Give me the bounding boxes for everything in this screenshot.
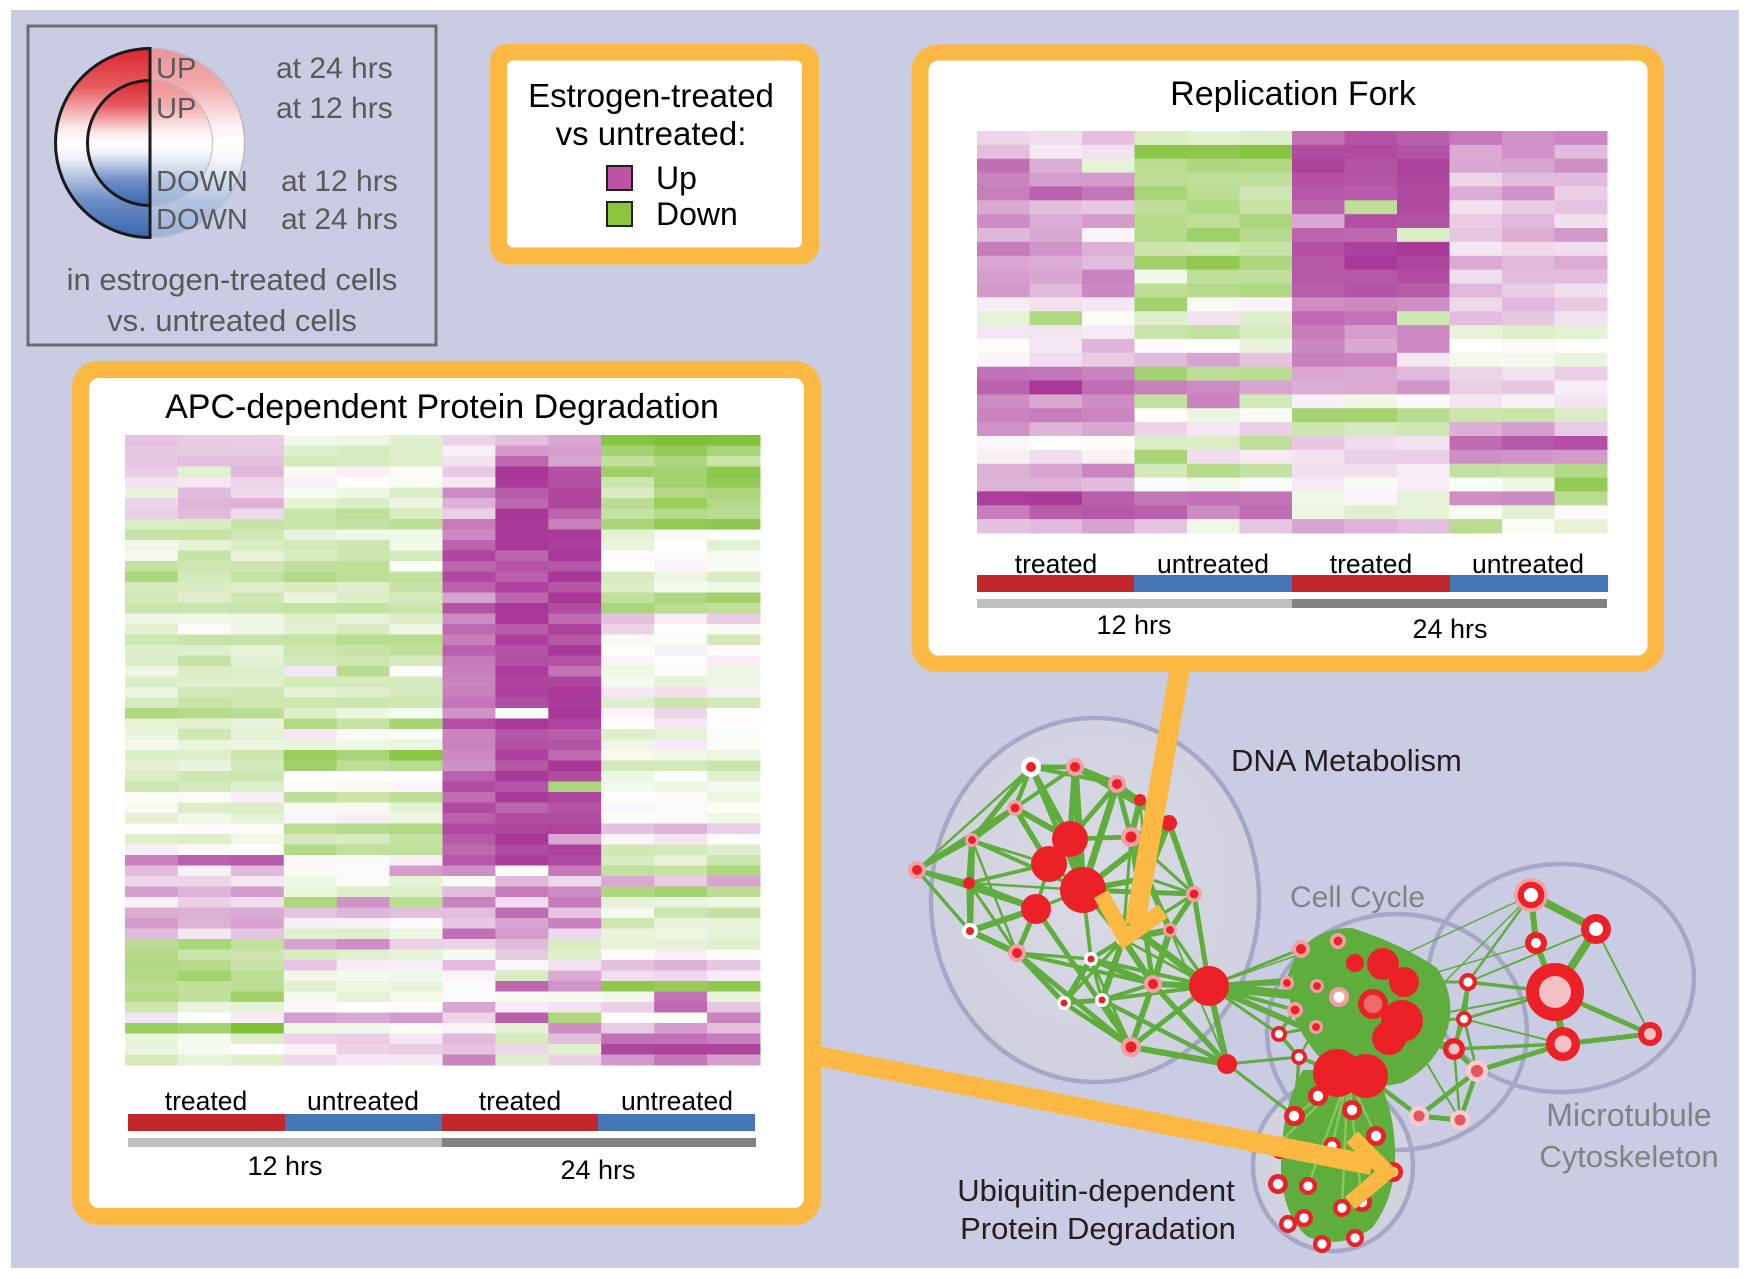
svg-text:vs. untreated cells: vs. untreated cells <box>107 303 357 338</box>
svg-text:UP: UP <box>156 93 196 125</box>
svg-text:Down: Down <box>656 196 738 232</box>
svg-text:Estrogen-treated: Estrogen-treated <box>528 77 774 114</box>
svg-text:in estrogen-treated cells: in estrogen-treated cells <box>67 262 398 297</box>
svg-text:untreated: untreated <box>621 1086 733 1116</box>
svg-text:treated: treated <box>1330 549 1413 579</box>
svg-text:untreated: untreated <box>1157 549 1269 579</box>
svg-text:12 hrs: 12 hrs <box>1096 610 1171 640</box>
svg-text:Cell Cycle: Cell Cycle <box>1290 881 1425 914</box>
svg-text:Microtubule: Microtubule <box>1546 1097 1711 1133</box>
svg-text:Up: Up <box>656 160 697 196</box>
svg-text:APC-dependent Protein Degradat: APC-dependent Protein Degradation <box>165 388 719 426</box>
svg-text:24 hrs: 24 hrs <box>560 1155 635 1185</box>
svg-text:DNA Metabolism: DNA Metabolism <box>1231 743 1462 778</box>
svg-text:Replication Fork: Replication Fork <box>1170 75 1417 113</box>
svg-text:Ubiquitin-dependent: Ubiquitin-dependent <box>957 1173 1235 1208</box>
svg-text:untreated: untreated <box>1472 549 1584 579</box>
svg-text:treated: treated <box>479 1086 562 1116</box>
svg-text:UP: UP <box>156 53 196 85</box>
svg-text:at 12 hrs: at 12 hrs <box>276 92 393 125</box>
svg-text:24 hrs: 24 hrs <box>1412 614 1487 644</box>
svg-text:untreated: untreated <box>307 1086 419 1116</box>
svg-text:Cytoskeleton: Cytoskeleton <box>1539 1139 1718 1174</box>
svg-text:at 24 hrs: at 24 hrs <box>276 52 393 85</box>
svg-text:at 12 hrs: at 12 hrs <box>281 165 398 198</box>
svg-text:DOWN: DOWN <box>156 166 248 198</box>
svg-text:vs untreated:: vs untreated: <box>556 115 747 152</box>
svg-text:DOWN: DOWN <box>156 204 248 236</box>
svg-text:Protein Degradation: Protein Degradation <box>960 1211 1236 1246</box>
svg-text:treated: treated <box>165 1086 248 1116</box>
svg-text:at 24 hrs: at 24 hrs <box>281 203 398 236</box>
svg-text:12 hrs: 12 hrs <box>247 1151 322 1181</box>
svg-text:treated: treated <box>1015 549 1098 579</box>
